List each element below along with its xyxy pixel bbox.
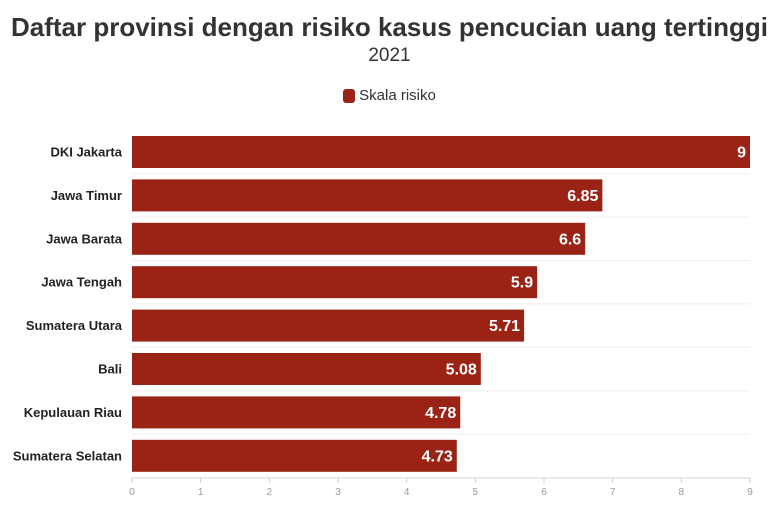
legend[interactable]: Skala risiko [0,87,779,104]
value-label: 5.9 [511,275,533,292]
category-label: Bali [98,362,122,377]
value-label: 6.6 [559,231,581,248]
value-label: 9 [737,145,746,162]
value-label: 4.78 [425,405,456,422]
x-tick-label: 0 [129,487,135,498]
chart-title: Daftar provinsi dengan risiko kasus penc… [10,12,769,42]
value-label: 5.08 [446,362,477,379]
bar [132,353,481,385]
category-label: DKI Jakarta [50,145,122,160]
category-label: Jawa Timur [51,188,122,203]
category-label: Jawa Tengah [41,275,122,290]
category-label: Sumatera Selatan [13,448,122,463]
bar [132,396,461,429]
bar [132,136,750,168]
bar [132,309,525,342]
legend-swatch [343,88,356,103]
x-tick-label: 3 [335,487,341,498]
value-label: 4.73 [422,448,453,465]
legend-label: Skala risiko [359,87,436,104]
x-tick-label: 1 [198,487,204,498]
bar [132,222,586,255]
category-label: Sumatera Utara [26,318,123,333]
x-tick-label: 4 [404,487,410,498]
bar [132,439,457,472]
x-tick-label: 9 [747,487,753,498]
x-tick-label: 2 [267,487,273,498]
bar [132,266,538,299]
x-tick-label: 8 [679,487,685,498]
chart-subtitle: 2021 [368,45,411,66]
value-label: 6.85 [567,188,598,205]
x-tick-label: 7 [610,487,616,498]
value-label: 5.71 [489,318,520,335]
bar [132,179,603,212]
x-tick-label: 5 [473,487,479,498]
category-label: Jawa Barata [46,231,123,246]
category-label: Kepulauan Riau [24,405,122,420]
x-tick-label: 6 [541,487,547,498]
